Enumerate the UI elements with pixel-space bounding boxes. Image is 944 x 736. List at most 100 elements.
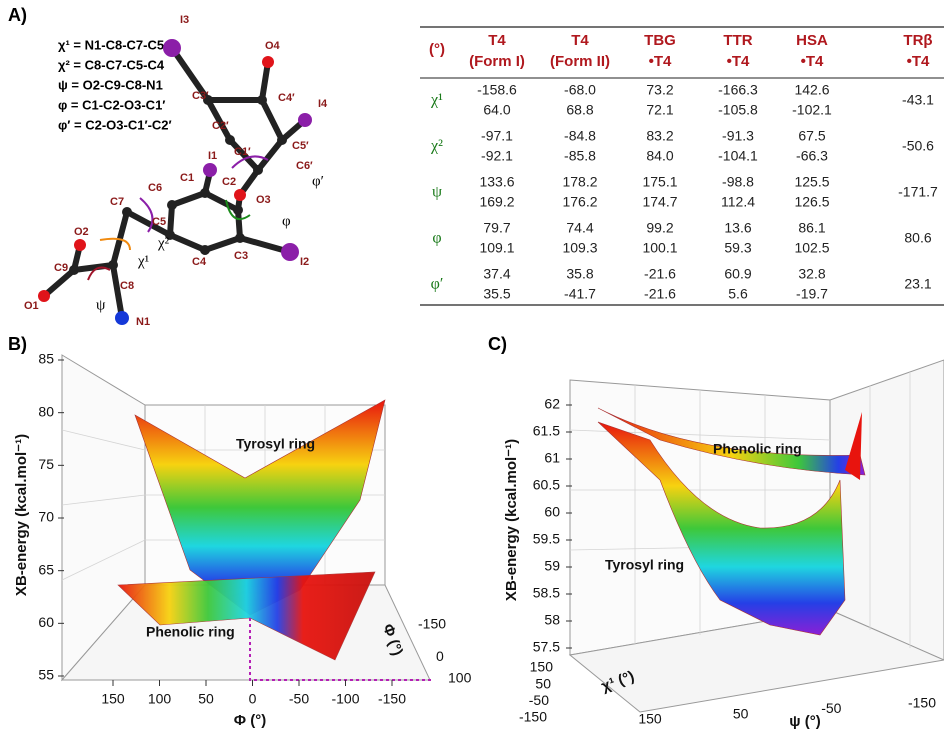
atom-label: O4 [265, 40, 281, 52]
atom-label: C8 [120, 280, 134, 292]
atom-label: C5′ [292, 140, 309, 152]
table-cell: -19.7 [796, 286, 828, 302]
table-cell: 102.5 [794, 240, 829, 256]
panel-label: B) [8, 334, 27, 354]
panel-b: B) Tyrosyl ring Phenolic ring XB-energy … [8, 334, 472, 729]
table-cell: -104.1 [718, 148, 758, 164]
table-cell: 72.1 [646, 102, 673, 118]
x-tick-label: -50 [821, 700, 841, 716]
atom-label: C6 [148, 182, 162, 194]
row-label: ψ [432, 184, 442, 201]
atom-label: C1 [180, 172, 194, 184]
atom-label: C2 [222, 176, 236, 188]
table-cell: -171.7 [898, 184, 938, 200]
atom-label: C7 [110, 196, 124, 208]
torsion-label: φ′ [312, 173, 324, 189]
column-header: (°) [429, 41, 445, 58]
y-axis-label: XB-energy (kcal.mol⁻¹) [503, 439, 520, 601]
column-header: T4 [488, 32, 506, 49]
column-header: •T4 [649, 53, 672, 70]
z-tick-label: 50 [535, 675, 551, 691]
definition: φ = C1-C2-O3-C1′ [58, 97, 165, 112]
atom-label: I1 [208, 150, 217, 162]
table-cell: 68.8 [566, 102, 593, 118]
torsion-label: χ¹ [137, 253, 149, 269]
table-cell: 109.1 [479, 240, 514, 256]
table-cell: -102.1 [792, 102, 832, 118]
column-header: HSA [796, 32, 828, 49]
row-label: χ¹ [430, 92, 443, 109]
y-tick-label: 61.5 [533, 423, 560, 439]
y-tick-label: 70 [38, 509, 54, 525]
table-cell: 84.0 [646, 148, 673, 164]
column-header: TBG [644, 32, 676, 49]
table-cell: -41.7 [564, 286, 596, 302]
z-tick-label: 150 [530, 659, 554, 675]
table-cell: 37.4 [483, 266, 510, 282]
table-cell: 80.6 [904, 230, 931, 246]
x-tick-label: 100 [148, 691, 172, 707]
panel-a: A) χ¹ = N1-C8-C7-C5 χ² = C8-C7-C5-C4 ψ =… [8, 5, 328, 328]
atom-label: C3′ [192, 90, 209, 102]
torsion-arrows [87, 155, 269, 281]
atom-label: O3 [256, 194, 271, 206]
y-tick-label: 85 [38, 351, 54, 367]
atom-label: C4′ [278, 92, 295, 104]
table-cell: 32.8 [798, 266, 825, 282]
definition: χ² = C8-C7-C5-C4 [58, 57, 165, 72]
definition: φ′ = C2-O3-C1′-C2′ [58, 117, 172, 132]
table-cell: 99.2 [646, 220, 673, 236]
x-axis-label: ψ (°) [789, 713, 820, 730]
table-cell: 74.4 [566, 220, 593, 236]
table-cell: -85.8 [564, 148, 596, 164]
y-axis-label: XB-energy (kcal.mol⁻¹) [13, 434, 30, 596]
atom-label: I2 [300, 256, 309, 268]
table-cell: -68.0 [564, 82, 596, 98]
y-tick-label: 75 [38, 456, 54, 472]
phenolic-surface-edge [845, 412, 862, 480]
atom-label: C2′ [212, 120, 229, 132]
table-cell: 35.5 [483, 286, 510, 302]
column-header: •T4 [801, 53, 824, 70]
column-header: (Form II) [550, 53, 610, 70]
x-axis-label: Φ (°) [234, 712, 266, 729]
row-label: χ² [430, 138, 443, 155]
column-header: •T4 [907, 53, 930, 70]
table-cell: 125.5 [794, 174, 829, 190]
table-cell: 86.1 [798, 220, 825, 236]
annotation: Phenolic ring [713, 441, 802, 457]
z-tick-label: 100 [448, 670, 472, 686]
table-cell: 13.6 [724, 220, 751, 236]
angle-table: (°) T4 (Form I) T4 (Form II) TBG •T4 TTR •T4 HSA •… [420, 26, 944, 306]
atom-label: C6′ [296, 160, 313, 172]
y-tick-label: 58 [544, 612, 560, 628]
atom-label: C5 [152, 216, 166, 228]
x-tick-label: -100 [331, 691, 359, 707]
atom-label: I3 [180, 14, 189, 26]
table-cell: 73.2 [646, 82, 673, 98]
y-tick-label: 59.5 [533, 531, 560, 547]
x-tick-label: -150 [908, 695, 936, 711]
atoms [38, 39, 312, 325]
table-cell: -98.8 [722, 174, 754, 190]
z-tick-label: -150 [418, 616, 446, 632]
annotation: Phenolic ring [146, 624, 235, 640]
table-cell: 79.7 [483, 220, 510, 236]
table-cell: 5.6 [728, 286, 748, 302]
y-tick-label: 60.5 [533, 477, 560, 493]
table-cell: -166.3 [718, 82, 758, 98]
table-cell: -158.6 [477, 82, 517, 98]
table-cell: 60.9 [724, 266, 751, 282]
x-tick-label: 50 [198, 691, 214, 707]
table-cell: 109.3 [562, 240, 597, 256]
panel-label: A) [8, 5, 27, 25]
table-cell: 67.5 [798, 128, 825, 144]
y-tick-label: 65 [38, 561, 54, 577]
torsion-label: χ² [157, 235, 170, 251]
x-tick-label: 0 [249, 691, 257, 707]
definition: χ¹ = N1-C8-C7-C5 [58, 37, 164, 52]
panel-label: C) [488, 334, 507, 354]
z-tick-label: -150 [519, 709, 547, 725]
definition: ψ = O2-C9-C8-N1 [58, 77, 163, 92]
